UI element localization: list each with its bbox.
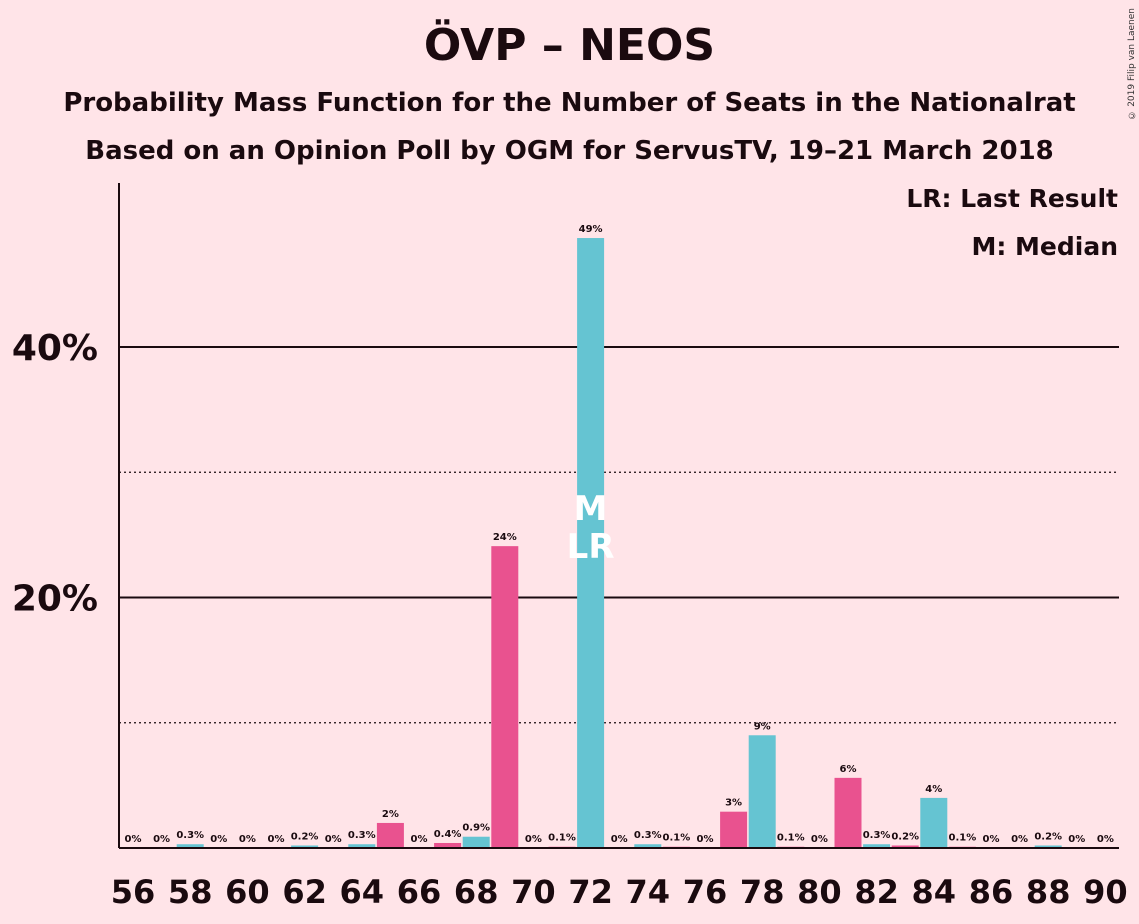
bar-seat-81 — [834, 777, 862, 848]
x-tick-label: 74 — [626, 873, 671, 911]
x-tick-label: 72 — [568, 873, 613, 911]
bar-seat-78 — [748, 735, 776, 848]
chart-title: ÖVP – NEOS — [423, 20, 716, 71]
bar-value-label: 9% — [754, 721, 771, 732]
bar-value-label: 49% — [579, 224, 603, 235]
x-tick-label: 86 — [969, 873, 1014, 911]
x-tick-label: 88 — [1026, 873, 1071, 911]
bar-value-label: 0.9% — [462, 823, 490, 834]
x-tick-label: 66 — [397, 873, 442, 911]
x-tick-label: 84 — [912, 873, 957, 911]
x-tick-label: 60 — [225, 873, 270, 911]
x-tick-label: 58 — [168, 873, 213, 911]
x-tick-label: 80 — [797, 873, 842, 911]
bar-value-label: 0.3% — [348, 830, 376, 841]
bar-value-label: 4% — [925, 784, 942, 795]
bar-value-label: 0.1% — [949, 833, 977, 844]
bar-value-label: 0% — [411, 834, 428, 845]
bar-value-label: 0.4% — [434, 829, 462, 840]
bar-seat-68 — [462, 836, 490, 848]
chart-subtitle: Probability Mass Function for the Number… — [63, 88, 1076, 118]
bar-seat-82 — [863, 844, 891, 848]
bar-value-label: 0% — [125, 834, 142, 845]
bar-value-label: 0% — [1068, 834, 1085, 845]
legend-last-result: LR: Last Result — [906, 184, 1118, 213]
bar-seat-58 — [176, 844, 204, 848]
x-tick-label: 68 — [454, 873, 499, 911]
bar-seat-69 — [491, 546, 519, 848]
bar-value-label: 0% — [697, 834, 714, 845]
median-marker: M — [574, 489, 608, 529]
bar-value-label: 0.2% — [1034, 831, 1062, 842]
x-tick-label: 76 — [683, 873, 728, 911]
x-tick-label: 56 — [111, 873, 156, 911]
bar-seat-77 — [720, 811, 748, 848]
bar-value-label: 0.1% — [548, 833, 576, 844]
x-tick-label: 62 — [282, 873, 327, 911]
bar-value-label: 0.3% — [634, 830, 662, 841]
bar-value-label: 24% — [493, 532, 517, 543]
bar-seat-72 — [577, 238, 605, 849]
bar-value-label: 0.1% — [777, 833, 805, 844]
bar-seat-74 — [634, 844, 662, 848]
bar-value-label: 0% — [525, 834, 542, 845]
bar-value-label: 0% — [811, 834, 828, 845]
bar-seat-62 — [291, 845, 319, 848]
bar-value-label: 0% — [325, 834, 342, 845]
bar-value-label: 0% — [983, 834, 1000, 845]
chart-subtitle-source: Based on an Opinion Poll by OGM for Serv… — [85, 136, 1054, 166]
bar-value-label: 0% — [210, 834, 227, 845]
x-tick-label: 78 — [740, 873, 785, 911]
bar-seat-83 — [891, 845, 919, 848]
x-tick-label: 64 — [340, 873, 385, 911]
legend-median: M: Median — [971, 232, 1118, 261]
x-tick-label: 70 — [511, 873, 556, 911]
bar-seat-88 — [1034, 845, 1062, 848]
bar-value-label: 0.3% — [176, 830, 204, 841]
bar-value-label: 0% — [1011, 834, 1028, 845]
bar-value-label: 0.2% — [891, 831, 919, 842]
x-tick-label: 82 — [854, 873, 899, 911]
x-tick-label: 90 — [1083, 873, 1128, 911]
bar-seat-64 — [348, 844, 376, 848]
bar-value-label: 6% — [840, 764, 857, 775]
y-tick-label: 40% — [12, 328, 98, 369]
last-result-marker: LR — [567, 527, 615, 567]
bar-value-label: 0% — [1097, 834, 1114, 845]
bar-seat-67 — [434, 842, 462, 848]
bar-seat-84 — [920, 797, 948, 848]
bar-value-label: 0.1% — [663, 833, 691, 844]
bar-value-label: 0% — [268, 834, 285, 845]
bar-value-label: 0% — [153, 834, 170, 845]
bar-value-label: 0% — [611, 834, 628, 845]
y-tick-label: 20% — [12, 579, 98, 620]
bar-value-label: 0.2% — [291, 831, 319, 842]
bar-value-label: 0.3% — [863, 830, 891, 841]
bar-value-label: 0% — [239, 834, 256, 845]
bar-seat-65 — [376, 822, 404, 848]
bar-value-label: 2% — [382, 809, 399, 820]
bar-value-label: 3% — [725, 798, 742, 809]
